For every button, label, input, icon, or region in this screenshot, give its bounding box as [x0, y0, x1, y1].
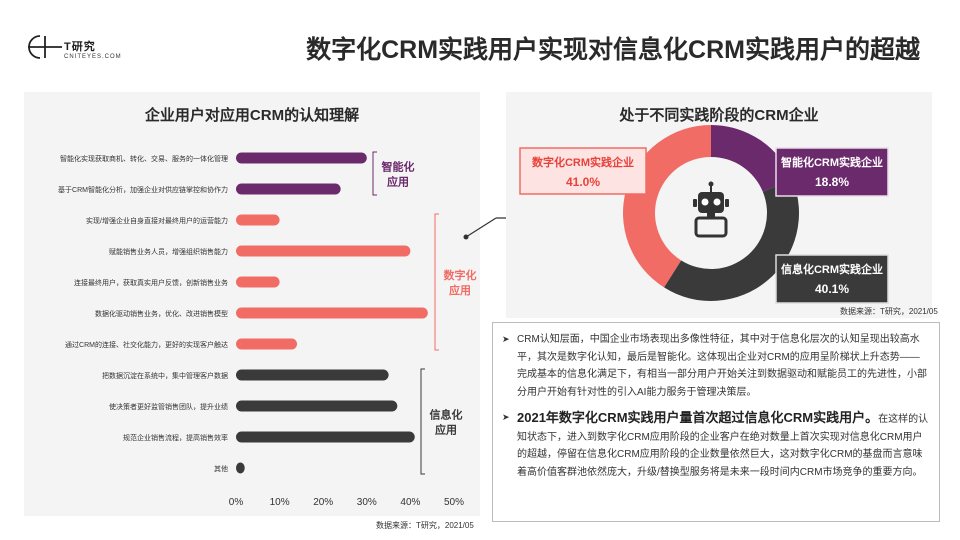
analysis-text-box: ➤ CRM认知层面，中国企业市场表现出多像性特征，其中对于信息化层次的认知呈现出较…: [492, 322, 940, 522]
slice-value: 41.0%: [566, 175, 600, 189]
group-label: 应用: [387, 175, 409, 189]
brand-logo-icon: [28, 35, 62, 59]
bar-category-label: 数据化驱动销售业务，优化、改进销售模型: [95, 309, 228, 318]
donut-chart-source: 数据来源：T研究，2021/05: [840, 307, 938, 316]
bar: [236, 338, 298, 350]
bar: [236, 183, 341, 195]
donut-chart-title: 处于不同实践阶段的CRM企业: [619, 107, 819, 124]
bar: [236, 307, 428, 319]
x-tick-label: 20%: [313, 497, 333, 508]
bar-chart-source: 数据来源：T研究，2021/05: [376, 521, 474, 530]
brand-name: T研究: [64, 41, 96, 53]
bar-category-label: 智能化实现获取商机、转化、交易、服务的一体化管理: [60, 154, 228, 163]
x-tick-label: 50%: [444, 497, 464, 508]
bar-category-label: 赋能销售业务人员，增强组织销售能力: [109, 247, 228, 256]
group-label: 智能化: [382, 160, 415, 174]
brand-domain: CNITEYES.COM: [64, 54, 122, 60]
donut-slice-callout: 数字化CRM实践企业 41.0%: [519, 147, 647, 195]
bar-category-label: 规范企业销售流程，提高销售效率: [123, 433, 228, 442]
bar-category-label: 使决策者更好监管销售团队，提升业绩: [109, 402, 228, 411]
x-tick-label: 40%: [400, 497, 420, 508]
bar-category-label: 通过CRM的连接、社交化能力，更好的实现客户触达: [65, 340, 228, 349]
bar-category-label: 连接最终用户，获取真实用户反馈，创新销售业务: [74, 278, 228, 287]
x-tick-label: 10%: [270, 497, 290, 508]
donut-slice: [711, 125, 793, 192]
bar: [236, 152, 367, 164]
donut-slice: [664, 179, 799, 301]
group-label: 应用: [435, 423, 457, 437]
bar-chart-title: 企业用户对应用CRM的认知理解: [144, 107, 360, 124]
group-label: 信息化: [430, 408, 463, 422]
slice-label: 信息化CRM实践企业: [781, 262, 883, 276]
bar: [236, 214, 280, 226]
bar-category-label: 实现/增强企业自身直接对最终用户的运营能力: [86, 216, 228, 225]
paragraph-text: CRM认知层面，中国企业市场表现出多像性特征，其中对于信息化层次的认知呈现出较高…: [517, 334, 927, 398]
bar: [236, 400, 398, 412]
analysis-paragraph: ➤ 2021年数字化CRM实践用户量首次超过信息化CRM实践用户。在这样的认知状态…: [502, 409, 929, 481]
group-bracket: [420, 368, 425, 475]
slice-label: 智能化CRM实践企业: [781, 155, 883, 169]
paragraph-highlight: 2021年数字化CRM实践用户量首次超过信息化CRM实践用户。: [517, 410, 879, 425]
group-label: 应用: [449, 283, 471, 297]
group-bracket: [434, 213, 439, 351]
bar: [236, 276, 280, 288]
arrow-bullet-icon: ➤: [502, 334, 510, 344]
bar: [236, 245, 411, 257]
x-tick-label: 0%: [229, 497, 244, 508]
bar-category-label: 其他: [214, 464, 228, 473]
x-tick-label: 30%: [357, 497, 377, 508]
donut-slice-callout: 智能化CRM实践企业 18.8%: [775, 147, 889, 197]
slice-label: 数字化CRM实践企业: [532, 155, 634, 169]
donut-slice-callout: 信息化CRM实践企业 40.1%: [775, 254, 889, 304]
group-bracket: [372, 151, 377, 196]
bar: [236, 462, 245, 474]
bar-category-label: 基于CRM智能化分析，加强企业对供应链掌控和协作力: [58, 185, 228, 194]
bar-category-label: 把数据沉淀在系统中，集中管理客户数据: [102, 371, 228, 380]
bar: [236, 369, 389, 381]
slice-value: 18.8%: [815, 175, 849, 189]
group-label: 数字化: [444, 268, 477, 282]
arrow-bullet-icon: ➤: [502, 412, 510, 422]
slice-value: 40.1%: [815, 282, 849, 296]
robot-icon: [693, 181, 729, 238]
bar: [236, 431, 415, 443]
analysis-paragraph: ➤ CRM认知层面，中国企业市场表现出多像性特征，其中对于信息化层次的认知呈现出较…: [502, 331, 929, 401]
paragraph-text: 在这样的认知状态下，进入到数字化CRM应用阶段的企业客户在绝对数量上首次实现对信…: [517, 414, 929, 478]
page-title: 数字化CRM实践用户实现对信息化CRM实践用户的超越: [306, 36, 920, 64]
